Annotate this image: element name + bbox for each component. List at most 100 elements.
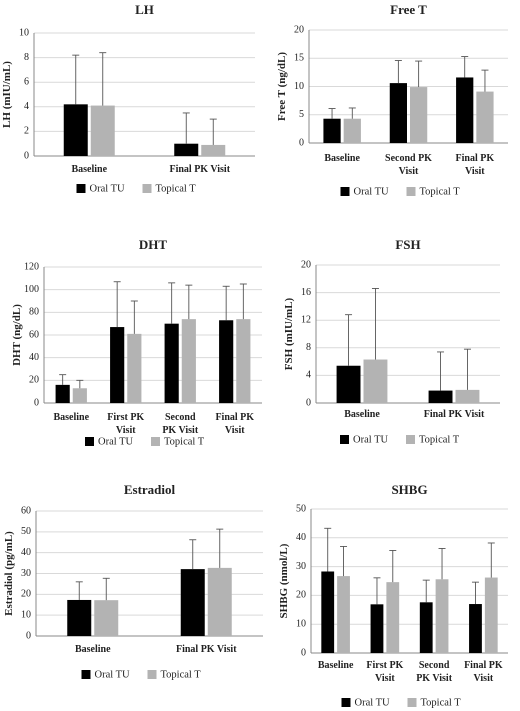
y-tick-label: 15 <box>294 53 304 64</box>
chart-title: Free T <box>390 2 427 17</box>
y-tick-label: 10 <box>296 618 306 629</box>
y-tick-label: 10 <box>294 81 304 92</box>
bar-oral-tu <box>469 604 482 653</box>
legend: Oral TU Topical T <box>85 436 205 447</box>
y-tick-label: 4 <box>24 101 29 112</box>
y-tick-label: 12 <box>301 314 311 325</box>
bar-oral-tu <box>67 599 92 636</box>
y-tick-label: 100 <box>24 284 39 295</box>
bar-topical-t <box>435 579 449 653</box>
x-category-label: Final PK <box>464 660 503 671</box>
x-category-label: First PK <box>366 660 403 671</box>
legend-label-topical-t: Topical T <box>421 697 462 708</box>
bar-topical-t <box>363 359 388 403</box>
y-tick-label: 0 <box>301 647 306 658</box>
legend-label-oral-tu: Oral TU <box>354 186 390 197</box>
legend-label-topical-t: Topical T <box>164 436 205 447</box>
y-tick-label: 30 <box>296 561 306 572</box>
chart-title: SHBG <box>391 482 427 497</box>
bar-oral-tu <box>323 118 341 143</box>
y-tick-label: 40 <box>296 532 306 543</box>
x-category-label: PK Visit <box>416 673 453 684</box>
x-category-label: Final PK Visit <box>424 409 485 420</box>
bar-oral-tu <box>164 323 179 403</box>
chart-panel-1: LH LH (mIU/mL) 0 2 4 6 8 10 Baseline Final PK Vis… <box>1 2 255 194</box>
bar-oral-tu <box>63 104 88 156</box>
legend: Oral TU Topical T <box>76 183 197 194</box>
x-category-label: Final PK <box>215 412 254 423</box>
x-category-label: Second <box>419 660 450 671</box>
legend-label-topical-t: Topical T <box>419 434 460 445</box>
bar-topical-t <box>94 600 119 636</box>
x-category-label: Final PK Visit <box>169 164 230 175</box>
legend-swatch-topical-t <box>147 670 157 679</box>
legend: Oral TU Topical T <box>340 186 461 197</box>
y-tick-label: 4 <box>306 370 311 381</box>
y-tick-label: 60 <box>29 329 39 340</box>
legend-swatch-oral-tu <box>341 698 351 707</box>
x-category-label: Final PK Visit <box>176 644 237 655</box>
x-category-label: Baseline <box>53 412 89 423</box>
y-tick-label: 40 <box>21 547 31 558</box>
chart-panel-2: Free T Free T (ng/dL) 0 5 10 15 20 Baseline Seco… <box>276 2 508 197</box>
bar-topical-t <box>337 576 350 653</box>
x-category-label: Baseline <box>318 660 354 671</box>
y-axis-label: FSH (mIU/mL) <box>283 297 295 370</box>
legend-label-topical-t: Topical T <box>420 186 461 197</box>
bar-oral-tu <box>110 327 125 403</box>
y-tick-label: 0 <box>34 397 39 408</box>
x-category-label: First PK <box>107 412 144 423</box>
chart-title: FSH <box>395 237 420 252</box>
y-axis-label: Estradiol (pg/mL) <box>3 531 15 616</box>
y-tick-label: 20 <box>296 590 306 601</box>
x-category-label: Visit <box>225 425 245 436</box>
bar-oral-tu <box>389 83 407 143</box>
chart-title: LH <box>135 2 154 17</box>
legend-swatch-oral-tu <box>81 670 91 679</box>
x-category-label: Visit <box>116 425 136 436</box>
bar-topical-t <box>207 567 232 636</box>
bar-oral-tu <box>180 569 205 636</box>
y-tick-label: 0 <box>24 150 29 161</box>
legend-label-topical-t: Topical T <box>156 183 197 194</box>
bar-topical-t <box>343 118 361 143</box>
legend-swatch-topical-t <box>406 435 415 444</box>
legend-swatch-topical-t <box>407 698 417 707</box>
legend-label-oral-tu: Oral TU <box>98 436 134 447</box>
legend-label-topical-t: Topical T <box>161 669 202 680</box>
legend: Oral TU Topical T <box>81 669 202 680</box>
bar-topical-t <box>386 582 400 653</box>
bar-topical-t <box>455 389 480 403</box>
y-tick-label: 20 <box>21 589 31 600</box>
legend-swatch-oral-tu <box>85 437 94 446</box>
y-tick-label: 10 <box>21 609 31 620</box>
y-tick-label: 50 <box>21 526 31 537</box>
bar-topical-t <box>72 388 87 403</box>
bar-topical-t <box>484 577 498 653</box>
chart-panel-6: SHBG SHBG (nmol/L) 0 10 20 30 40 50 Baseline Firs… <box>278 482 508 708</box>
y-axis-label: LH (mIU/mL) <box>1 61 13 128</box>
legend-label-oral-tu: Oral TU <box>355 697 391 708</box>
x-category-label: Baseline <box>324 153 360 164</box>
bar-oral-tu <box>419 602 433 653</box>
y-axis-label: SHBG (nmol/L) <box>278 543 290 618</box>
chart-panel-5: Estradiol Estradiol (pg/mL) 0 10 20 30 40 50 60 B… <box>3 482 263 680</box>
x-category-label: Second <box>165 412 196 423</box>
bar-oral-tu <box>370 604 384 653</box>
y-tick-label: 0 <box>26 630 31 641</box>
x-category-label: Visit <box>465 166 485 177</box>
y-tick-label: 20 <box>294 24 304 35</box>
legend-label-oral-tu: Oral TU <box>353 434 389 445</box>
x-category-label: Baseline <box>75 644 111 655</box>
y-tick-label: 30 <box>21 568 31 579</box>
legend-label-oral-tu: Oral TU <box>90 183 126 194</box>
y-tick-label: 10 <box>19 27 29 38</box>
y-tick-label: 0 <box>299 137 304 148</box>
y-axis-label: Free T (ng/dL) <box>276 52 288 121</box>
x-category-label: Second PK <box>385 153 432 164</box>
legend-swatch-oral-tu <box>76 184 86 193</box>
x-category-label: Final PK <box>456 153 495 164</box>
legend: Oral TU Topical T <box>340 434 460 445</box>
bar-oral-tu <box>336 365 361 403</box>
x-category-label: PK Visit <box>162 425 199 436</box>
